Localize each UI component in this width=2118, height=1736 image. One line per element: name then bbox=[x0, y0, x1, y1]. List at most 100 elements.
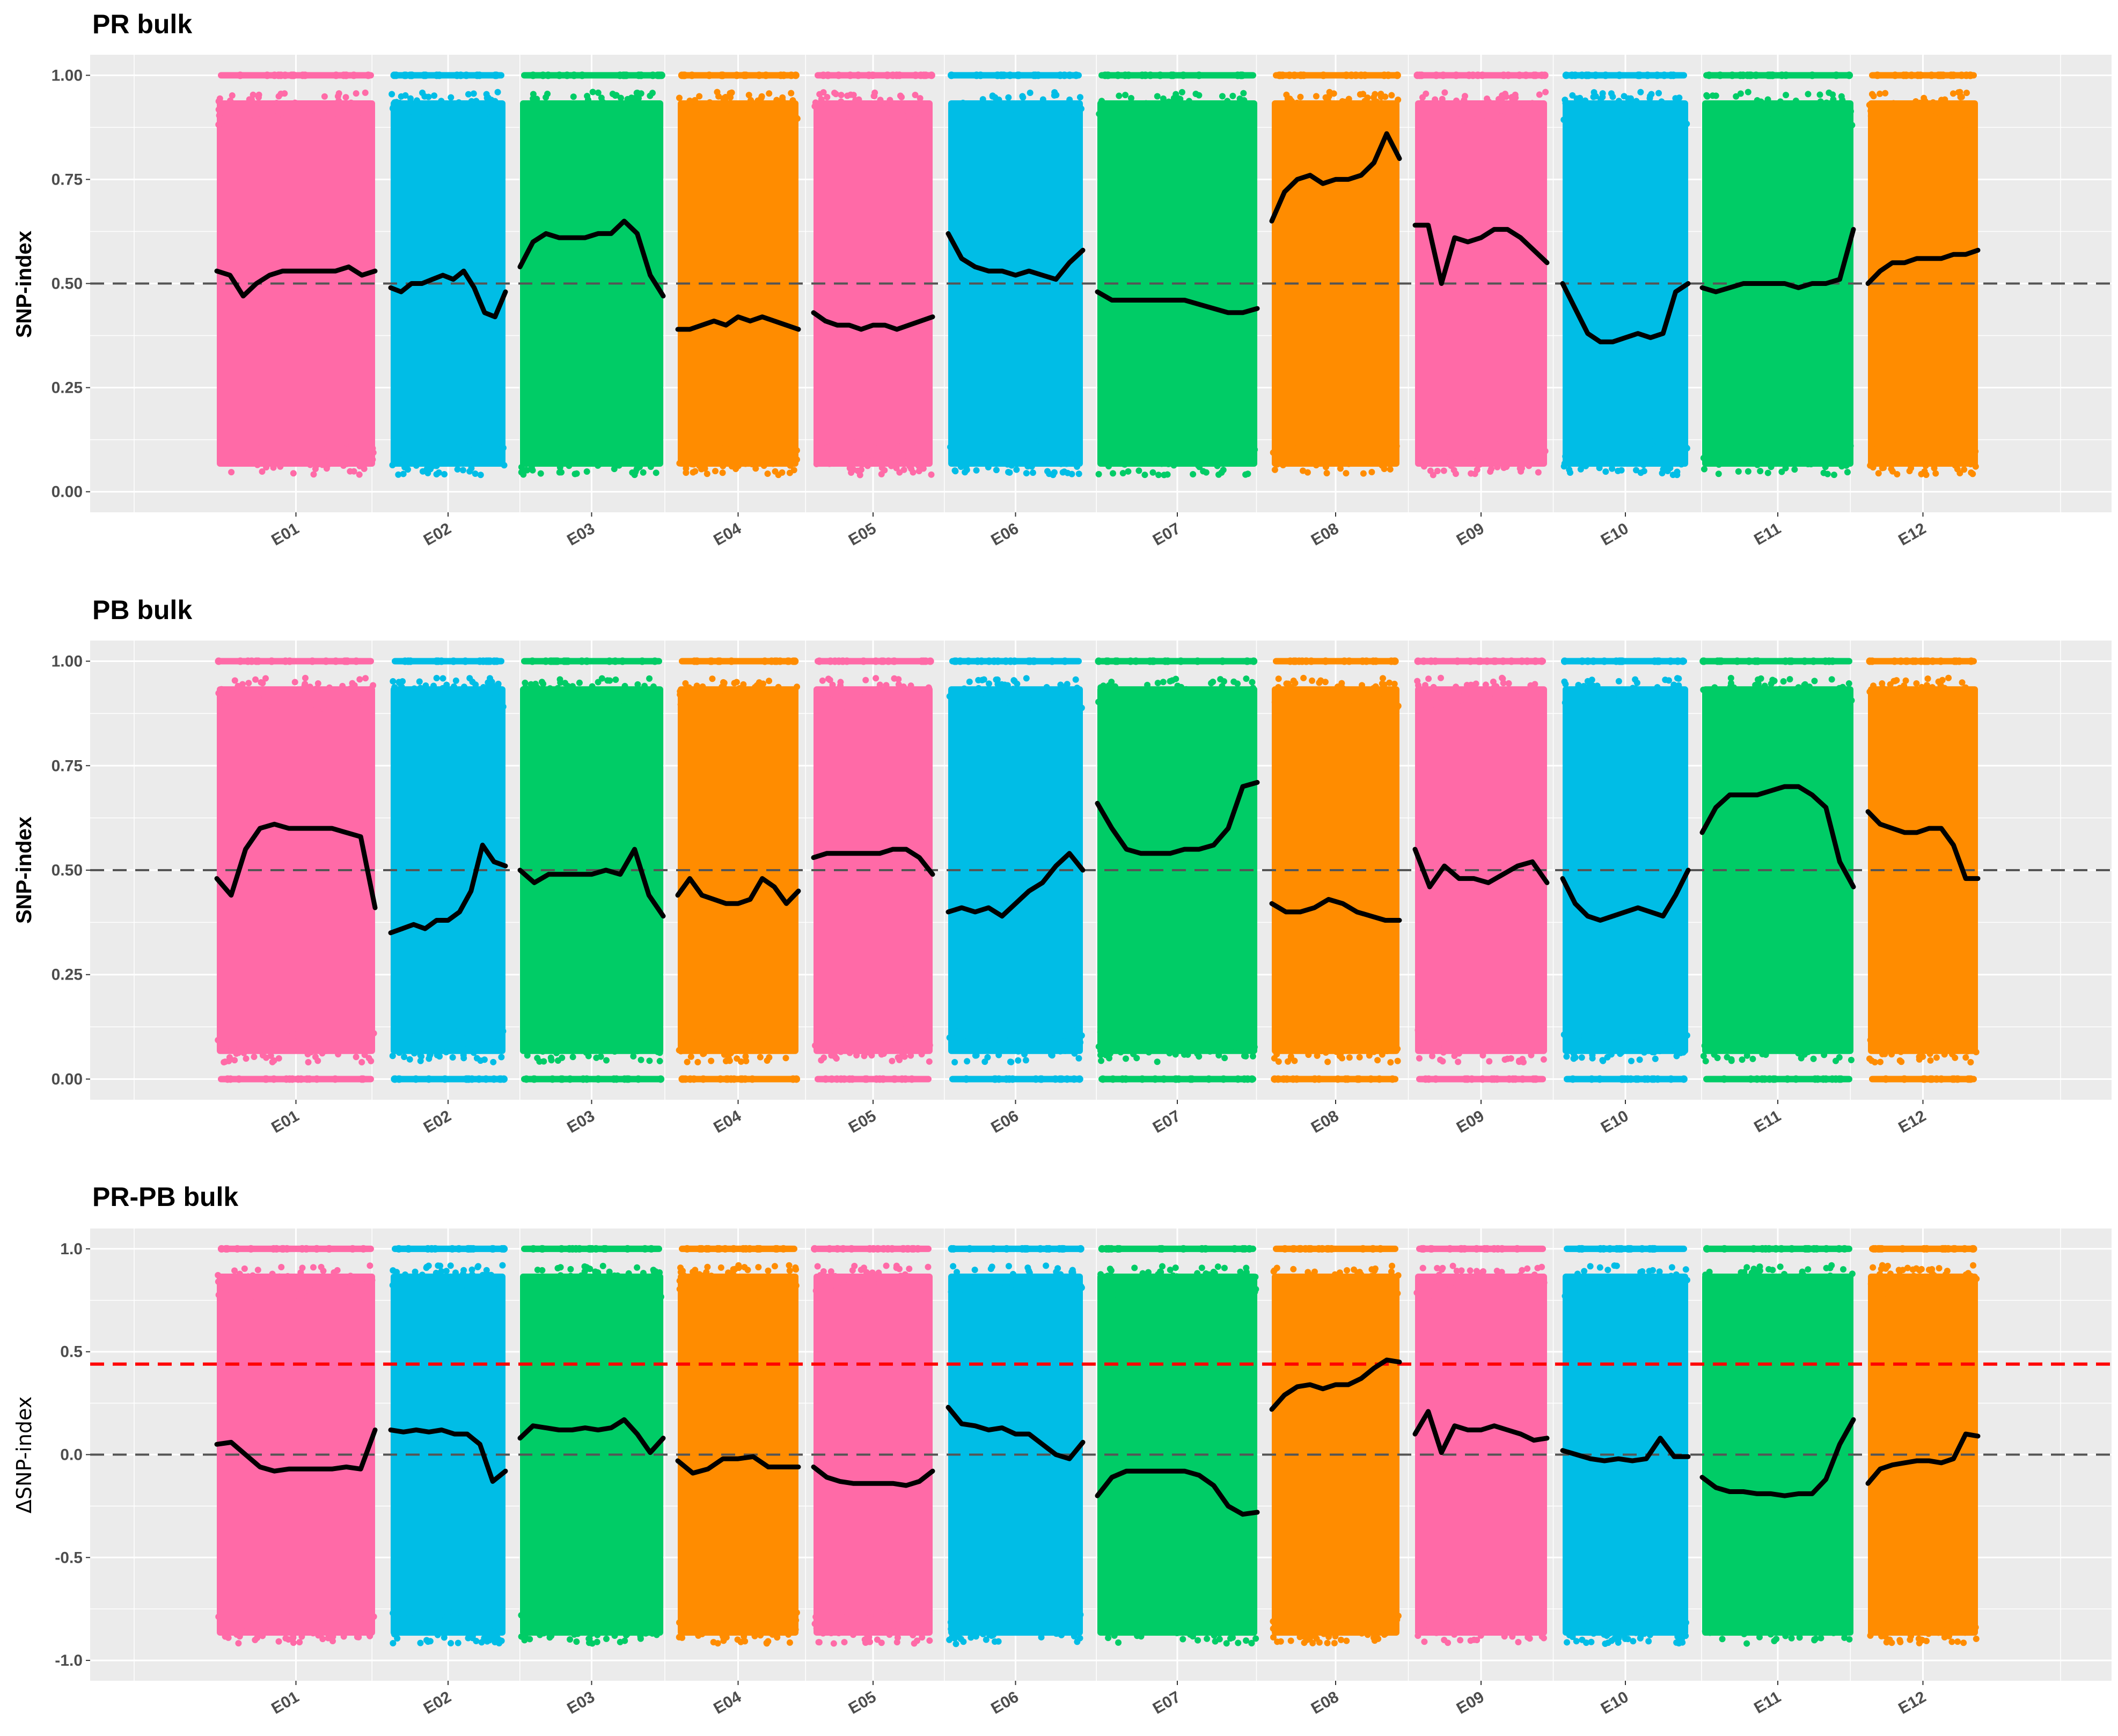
data-point bbox=[240, 1276, 247, 1283]
data-point bbox=[233, 114, 240, 121]
data-point bbox=[1135, 439, 1142, 446]
data-point bbox=[1626, 459, 1633, 466]
data-point bbox=[637, 1633, 644, 1640]
data-point bbox=[321, 107, 328, 114]
data-point bbox=[611, 1632, 618, 1639]
data-point bbox=[1627, 95, 1634, 102]
data-point bbox=[1828, 676, 1835, 683]
data-point bbox=[787, 1036, 794, 1043]
data-point bbox=[262, 1030, 269, 1037]
data-point bbox=[1060, 458, 1067, 465]
data-point bbox=[676, 460, 683, 467]
data-point bbox=[1713, 122, 1720, 129]
data-point bbox=[964, 439, 971, 446]
fixed-allele-row bbox=[218, 1245, 374, 1252]
data-point bbox=[568, 705, 575, 712]
data-point bbox=[1337, 1029, 1344, 1036]
data-point bbox=[1486, 1058, 1493, 1065]
data-point bbox=[304, 1275, 311, 1282]
data-point bbox=[1250, 694, 1257, 701]
data-point bbox=[305, 1046, 312, 1053]
data-point bbox=[1184, 1042, 1191, 1049]
data-point bbox=[1275, 675, 1282, 682]
data-point bbox=[1536, 91, 1543, 98]
data-point bbox=[1837, 1040, 1844, 1047]
data-point bbox=[1098, 98, 1105, 105]
data-point bbox=[277, 463, 284, 470]
data-point bbox=[650, 121, 657, 128]
data-point bbox=[1632, 1039, 1639, 1046]
data-point bbox=[569, 683, 576, 690]
data-point bbox=[1749, 445, 1756, 452]
data-point bbox=[1660, 706, 1667, 713]
data-point bbox=[951, 1059, 958, 1066]
data-point bbox=[417, 1620, 424, 1627]
data-point bbox=[750, 1627, 757, 1634]
data-point bbox=[419, 108, 426, 115]
data-point bbox=[1170, 462, 1177, 469]
data-point bbox=[421, 1026, 428, 1033]
data-point bbox=[1097, 1028, 1104, 1035]
data-point bbox=[1212, 121, 1219, 128]
data-point bbox=[1275, 102, 1282, 109]
data-point bbox=[822, 708, 829, 715]
data-point bbox=[1951, 448, 1958, 455]
data-point bbox=[1735, 468, 1742, 475]
data-point bbox=[215, 1272, 222, 1279]
data-point bbox=[642, 1619, 649, 1626]
data-point bbox=[1456, 1040, 1463, 1047]
data-point bbox=[295, 1033, 302, 1040]
data-point bbox=[298, 1633, 305, 1640]
data-point bbox=[789, 97, 796, 104]
data-point bbox=[819, 677, 826, 684]
data-point bbox=[1160, 679, 1167, 686]
data-point bbox=[853, 1027, 860, 1034]
data-point bbox=[1882, 90, 1889, 97]
data-point bbox=[1005, 468, 1012, 475]
data-point bbox=[1848, 1056, 1855, 1063]
data-point bbox=[1962, 459, 1969, 466]
data-point bbox=[1004, 705, 1011, 712]
data-point bbox=[439, 448, 446, 455]
data-point bbox=[421, 702, 428, 709]
fixed-allele-row bbox=[679, 72, 797, 79]
data-point bbox=[576, 700, 583, 707]
data-point bbox=[640, 454, 647, 461]
data-point bbox=[436, 692, 443, 699]
data-point bbox=[842, 703, 849, 710]
point-cloud bbox=[678, 100, 798, 467]
trend-line-e04 bbox=[675, 314, 801, 332]
data-point bbox=[251, 111, 258, 118]
fixed-allele-row bbox=[815, 72, 932, 79]
data-point bbox=[849, 116, 856, 123]
data-point bbox=[900, 683, 907, 690]
data-point bbox=[1811, 1046, 1817, 1053]
data-point bbox=[261, 100, 268, 107]
data-point bbox=[230, 1045, 237, 1052]
data-point bbox=[645, 1608, 652, 1615]
data-point bbox=[1595, 703, 1602, 710]
data-point bbox=[730, 1283, 737, 1290]
data-point bbox=[1008, 462, 1015, 469]
data-point bbox=[886, 1047, 893, 1054]
data-point bbox=[390, 678, 397, 685]
data-point bbox=[496, 1284, 503, 1291]
data-point bbox=[1037, 459, 1044, 466]
data-point bbox=[356, 676, 363, 683]
data-point bbox=[412, 1268, 419, 1275]
data-point bbox=[353, 1276, 360, 1283]
data-point bbox=[1135, 452, 1142, 459]
x-tick-label: E11 bbox=[1751, 519, 1784, 548]
data-point bbox=[721, 1293, 728, 1300]
y-tick-label: 0.25 bbox=[52, 966, 83, 984]
data-point bbox=[1727, 675, 1734, 682]
data-point bbox=[1942, 705, 1949, 712]
data-point bbox=[411, 1274, 418, 1281]
data-point bbox=[873, 675, 880, 682]
data-point bbox=[744, 1267, 751, 1274]
data-point bbox=[1575, 1030, 1582, 1037]
data-point bbox=[710, 1026, 717, 1033]
trend-line-e05 bbox=[811, 310, 935, 332]
points-e11 bbox=[1699, 657, 1855, 1083]
data-point bbox=[425, 93, 432, 100]
